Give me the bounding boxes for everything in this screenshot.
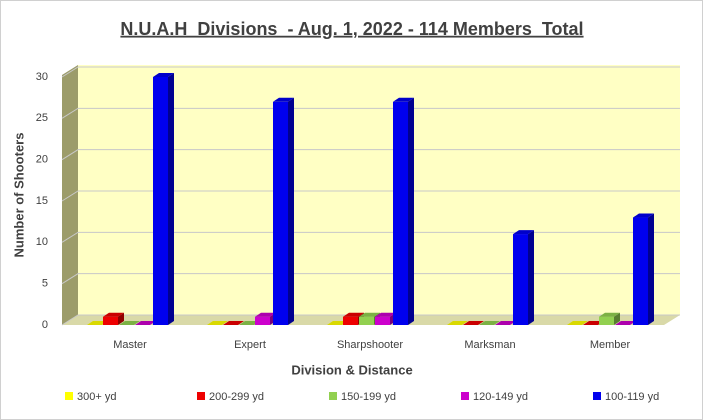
bar-top [495,321,516,325]
bar-top [567,321,588,325]
bar-side [408,97,414,325]
bar [343,316,358,325]
bar [513,234,528,325]
x-tick-label: Expert [234,339,266,351]
y-axis-title: Number of Shooters [11,133,26,258]
grid-line [61,149,680,161]
bar-top [273,97,294,102]
legend-label: 100-119 yd [605,391,659,403]
bar [153,77,168,325]
bar-side [118,312,124,325]
grid-line [61,66,680,78]
x-tick-label: Master [113,339,147,351]
bar-top [327,321,348,325]
grid-line [61,190,680,202]
bar-top [599,312,620,317]
bar-top [135,321,156,325]
bar-top [87,321,108,325]
bar-top [479,321,500,325]
bar-top [119,321,140,325]
legend-marker [65,392,73,400]
bar-top [239,321,260,325]
y-tick-label: 20 [36,154,48,166]
bar-top [513,230,534,235]
legend-label: 200-299 yd [209,391,264,403]
legend-marker [329,392,337,400]
legend-marker [197,392,205,400]
bar-top [255,312,276,317]
bar-top [343,312,364,317]
y-tick-label: 0 [42,319,48,331]
bar-top [393,97,414,102]
bar [393,101,408,325]
bar-top [207,321,228,325]
x-tick-label: Member [590,339,631,351]
bar-side [168,73,174,325]
x-tick-label: Sharpshooter [337,339,403,351]
grid-line [61,273,680,285]
grid-line [61,231,680,243]
grid-line [61,314,680,326]
side-wall [62,65,78,325]
bar [359,316,374,325]
x-axis-title: Division & Distance [291,362,412,377]
bar-top [103,312,124,317]
bar [255,316,270,325]
bar-side [528,230,534,325]
grid-line [61,107,680,119]
bar-top [463,321,484,325]
legend-label: 300+ yd [77,391,116,403]
y-tick-label: 30 [36,71,48,83]
chart-title: N.U.A.H Divisions - Aug. 1, 2022 - 114 M… [120,19,583,39]
legend-marker [593,392,601,400]
bar [103,316,118,325]
x-tick-label: Marksman [464,339,515,351]
bar-top [447,321,468,325]
bar [273,101,288,325]
y-tick-label: 10 [36,236,48,248]
bar-top [633,213,654,218]
bar-top [375,312,396,317]
bar [599,316,614,325]
y-tick-label: 5 [42,278,48,290]
bar-top [359,312,380,317]
legend-marker [461,392,469,400]
bar-side [288,97,294,325]
bar-top [583,321,604,325]
bar [375,316,390,325]
bar-side [614,312,620,325]
legend-label: 150-199 yd [341,391,396,403]
legend-label: 120-149 yd [473,391,528,403]
bar-top [153,73,174,77]
bar-top [615,321,636,325]
bar [633,217,648,325]
y-tick-label: 15 [36,195,48,207]
y-tick-label: 25 [36,112,48,124]
bar-side [648,213,654,325]
bar-top [223,321,244,325]
